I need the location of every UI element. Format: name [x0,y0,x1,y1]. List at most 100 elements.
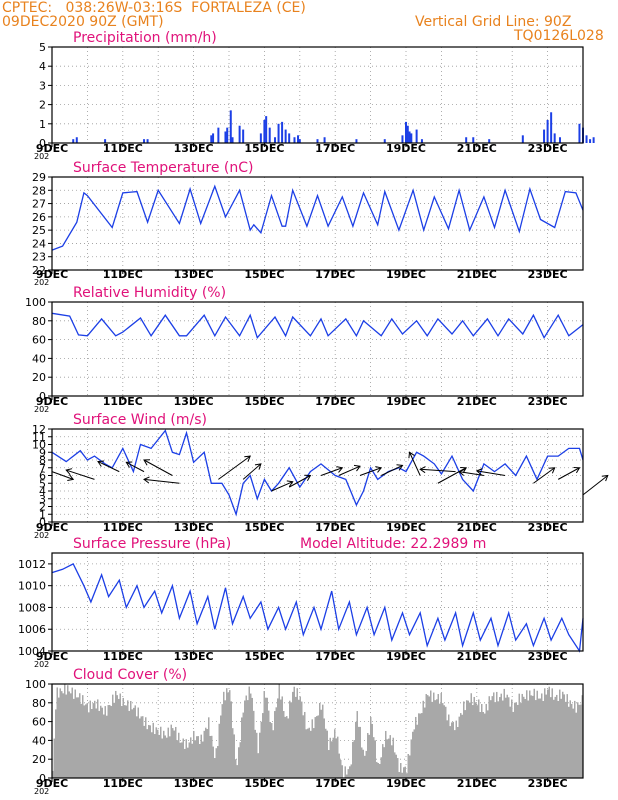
cloud-stripe [157,729,159,778]
cloud-stripe [310,730,312,778]
x-tick-label: 17DEC [315,777,355,790]
cloud-stripe [128,710,130,778]
y-tick-label: 40 [32,352,46,365]
cloud-stripe [64,684,66,778]
x-tick-label: 19DEC [386,395,426,408]
panel-title: Surface Pressure (hPa) [73,536,231,552]
precip-bar [293,137,296,143]
cloud-stripe [434,700,436,778]
cloud-stripe [62,693,64,778]
cloud-stripe [73,698,75,778]
cloud-stripe [466,700,468,778]
cloud-stripe [379,763,381,778]
x-tick-label: 15DEC [244,777,284,790]
y-tick-label: 7 [39,462,46,475]
wind-vector [271,481,293,492]
x-tick-label: 23DEC [528,142,568,155]
cloud-stripe [389,735,391,778]
wind-arrowhead [408,451,415,459]
cloud-stripe [236,765,238,778]
cloud-stripe [136,716,138,778]
cloud-stripe [130,700,132,778]
cloud-stripe [529,690,531,778]
cloud-stripe [149,725,151,778]
run-datetime: 09DEC2020 90Z (GMT) [2,14,164,30]
cloud-stripe [272,730,274,778]
cloud-stripe [101,707,103,778]
cloud-stripe [485,703,487,778]
precip-bar [212,133,215,143]
precip-bar [406,125,409,143]
y-tick-label: 80 [32,315,46,328]
cloud-stripe [202,741,204,778]
cloud-stripe [361,747,363,778]
cloud-stripe [257,753,259,778]
cloud-stripe [230,701,232,778]
precip-bar [210,135,213,143]
cloud-stripe [536,690,538,778]
cloud-stripe [181,742,183,778]
cloud-stripe [239,742,241,778]
cloud-stripe [280,699,282,778]
cloud-stripe [550,697,552,778]
cloud-stripe [212,746,214,778]
y-tick-label: 60 [32,716,46,729]
cloud-stripe [403,767,405,778]
precip-bar [226,127,229,143]
panel-title: Cloud Cover (%) [73,667,187,683]
y-tick-label: 5 [39,41,46,54]
wind-arrowhead [65,468,73,475]
panel-5: 0 20 40 60 80 100 9DEC 11DEC 13DEC 15DEC 17DEC 19DE… [25,667,584,796]
cloud-stripe [580,704,582,778]
x-tick-label: 19DEC [386,521,426,534]
cloud-stripe [577,702,579,778]
cloud-stripe [350,764,352,778]
cloud-stripe [275,707,277,778]
cloud-stripe [94,700,96,778]
precip-bar [415,129,418,143]
wind-vector [288,475,311,488]
x-tick-label: 11DEC [103,650,143,663]
y-tick-label: 1006 [18,623,46,636]
cloud-stripe [511,699,513,778]
cloud-stripe [160,726,162,778]
cloud-stripe [289,700,291,778]
cloud-stripe [394,752,396,778]
y-tick-label: 1004 [18,645,46,658]
cloud-stripe [278,684,280,778]
cloud-stripe [295,696,297,778]
cloud-stripe [256,732,258,778]
cloud-stripe [364,755,366,778]
cloud-stripe [232,728,234,778]
cloud-stripe [220,715,222,778]
precip-bar [405,121,407,143]
cloud-stripe [464,710,466,778]
precip-bar [281,121,284,143]
precip-bar [143,139,146,143]
cloud-stripe [493,692,495,778]
cloud-stripe [575,712,577,778]
cloud-stripe [385,730,387,778]
precip-bar [297,135,300,143]
cloud-stripe [292,691,294,778]
cloud-stripe [131,709,133,778]
cloud-stripe [193,730,195,778]
cloud-stripe [509,706,511,778]
cloud-stripe [305,729,307,778]
panel-title: Precipitation (mm/h) [73,30,217,46]
cloud-stripe [440,692,442,778]
cloud-stripe [313,728,315,778]
cloud-stripe [176,740,178,778]
x-tick-label: 21DEC [457,142,497,155]
cloud-stripe [358,726,360,778]
x-tick-label: 17DEC [315,521,355,534]
cloud-stripe [535,700,537,778]
cloud-stripe [214,758,216,778]
y-tick-label: 5 [39,477,46,490]
y-tick-label: 100 [25,296,46,309]
cloud-stripe [95,708,97,778]
cloud-stripe [326,730,328,778]
cloud-stripe [502,700,504,778]
y-tick-label: 24 [32,237,46,250]
cloud-stripe [319,702,321,778]
